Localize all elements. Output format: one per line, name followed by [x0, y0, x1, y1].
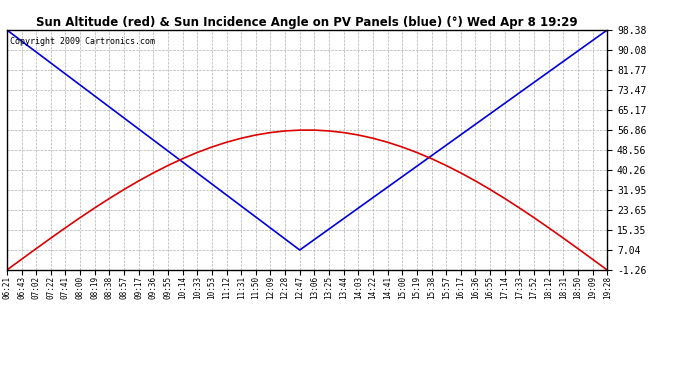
Text: Copyright 2009 Cartronics.com: Copyright 2009 Cartronics.com: [10, 37, 155, 46]
Title: Sun Altitude (red) & Sun Incidence Angle on PV Panels (blue) (°) Wed Apr 8 19:29: Sun Altitude (red) & Sun Incidence Angle…: [37, 16, 578, 29]
